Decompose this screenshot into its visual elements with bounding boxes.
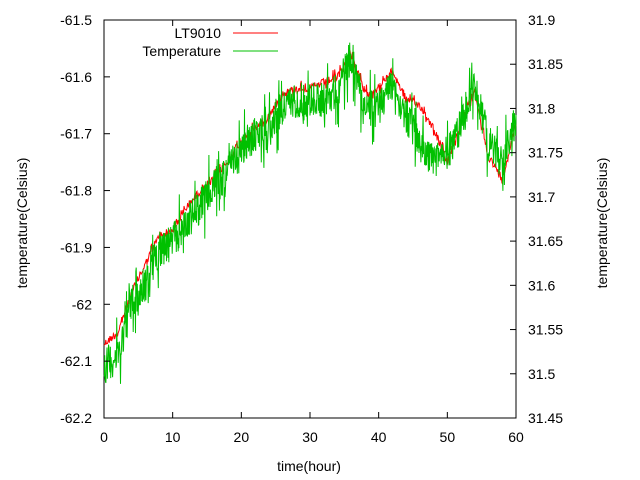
- y-right-tick-label: 31.7: [528, 189, 555, 205]
- x-tick-label: 10: [165, 429, 181, 445]
- y-left-tick-label: -61.5: [60, 12, 92, 28]
- plot-border: [103, 19, 517, 419]
- y-right-axis-title: temperature(Celsius): [594, 158, 610, 289]
- x-tick-label: 60: [508, 429, 524, 445]
- series-layer: [103, 42, 517, 384]
- y-right-tick-label: 31.75: [528, 145, 563, 161]
- y-right-tick-label: 31.5: [528, 366, 555, 382]
- legend: LT9010 Temperature: [142, 25, 278, 59]
- y-right-tick-label: 31.9: [528, 12, 555, 28]
- x-tick-label: 30: [302, 429, 318, 445]
- y-left-tick-label: -62: [72, 296, 92, 312]
- y-right-axis-ticks: 31.9 31.85 31.8 31.75 31.7 31.65 31.6 31.55 31.5…: [510, 12, 563, 426]
- x-tick-label: 20: [234, 429, 250, 445]
- y-right-tick-label: 31.6: [528, 277, 555, 293]
- legend-label-lt9010: LT9010: [175, 25, 222, 41]
- legend-label-temperature: Temperature: [142, 43, 221, 59]
- y-left-tick-label: -61.9: [60, 239, 92, 255]
- series-line-temperature: [103, 42, 517, 384]
- y-left-tick-label: -62.2: [60, 410, 92, 426]
- y-left-tick-label: -61.7: [60, 126, 92, 142]
- x-tick-label: 0: [100, 429, 108, 445]
- y-left-axis-ticks: -61.5 -61.6 -61.7 -61.8 -61.9 -62 -62.1 -62.2: [60, 12, 110, 426]
- y-left-tick-label: -61.6: [60, 69, 92, 85]
- x-tick-label: 40: [371, 429, 387, 445]
- y-right-tick-label: 31.45: [528, 410, 563, 426]
- y-right-tick-label: 31.85: [528, 56, 563, 72]
- y-left-tick-label: -61.8: [60, 183, 92, 199]
- y-right-tick-label: 31.8: [528, 100, 555, 116]
- y-left-axis-title: temperature(Celsius): [14, 158, 30, 289]
- plot-frame: [103, 19, 517, 419]
- x-tick-label: 50: [440, 429, 456, 445]
- x-axis-ticks: 0 10 20 30 40 50 60: [100, 20, 524, 445]
- y-right-tick-label: 31.55: [528, 322, 563, 338]
- y-right-tick-label: 31.65: [528, 233, 563, 249]
- y-left-tick-label: -62.1: [60, 353, 92, 369]
- x-axis-title: time(hour): [277, 458, 341, 474]
